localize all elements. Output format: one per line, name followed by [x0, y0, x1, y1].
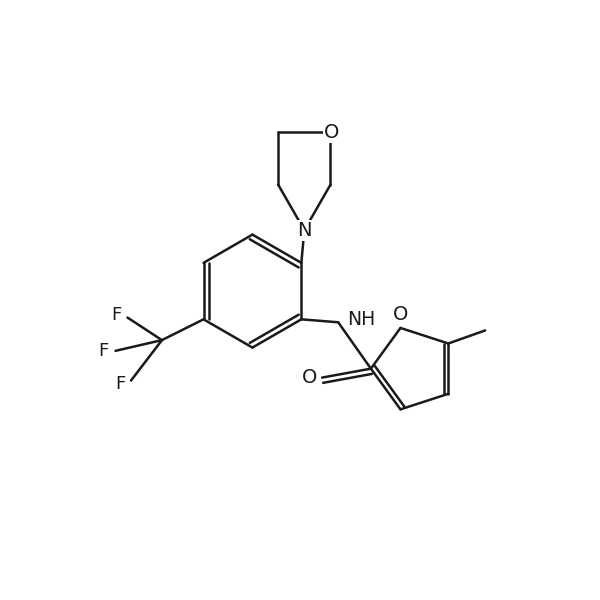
- Text: O: O: [393, 305, 408, 325]
- Text: F: F: [98, 342, 109, 360]
- Text: F: F: [112, 305, 122, 323]
- Text: N: N: [297, 221, 311, 239]
- Text: F: F: [115, 374, 125, 392]
- Text: NH: NH: [347, 310, 375, 329]
- Text: O: O: [301, 368, 317, 387]
- Text: O: O: [324, 123, 340, 142]
